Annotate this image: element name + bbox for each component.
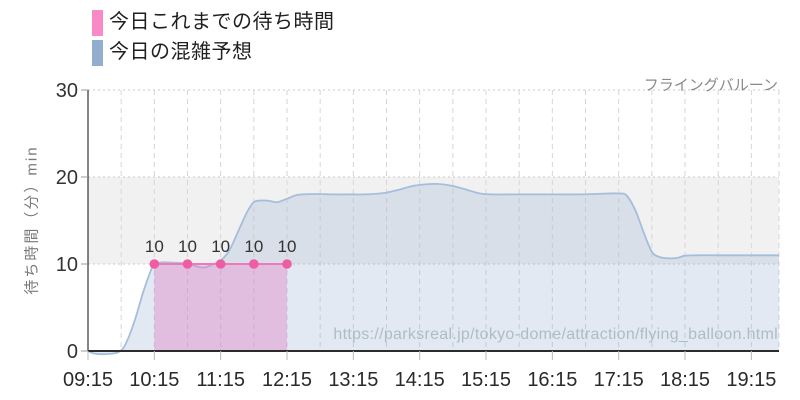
x-tick-label: 18:15 bbox=[660, 369, 710, 391]
point-label: 10 bbox=[145, 237, 164, 256]
actual-wait-marker[interactable] bbox=[149, 259, 160, 269]
chart-legend: 今日これまでの待ち時間 今日の混雑予想 bbox=[92, 9, 335, 69]
point-label: 10 bbox=[244, 237, 263, 256]
x-tick-label: 16:15 bbox=[527, 369, 577, 391]
x-tick-label: 19:15 bbox=[726, 369, 776, 391]
legend-item-actual-wait[interactable]: 今日これまでの待ち時間 bbox=[92, 9, 335, 36]
forecast-line bbox=[87, 182, 779, 356]
y-tick-label: 20 bbox=[56, 167, 78, 189]
point-label: 10 bbox=[178, 237, 197, 256]
actual-wait-area bbox=[154, 264, 288, 351]
y-axis-title: 待ち時間（分）min bbox=[23, 145, 41, 295]
plot-band-10-20 bbox=[88, 177, 779, 264]
point-label: 10 bbox=[211, 237, 230, 256]
x-tick-label: 10:15 bbox=[129, 369, 179, 391]
forecast-area bbox=[88, 183, 779, 355]
y-tick-label: 0 bbox=[67, 341, 78, 363]
x-tick-label: 15:15 bbox=[461, 369, 511, 391]
point-label: 10 bbox=[278, 237, 297, 256]
legend-swatch-pink bbox=[92, 9, 103, 36]
x-tick-label: 13:15 bbox=[328, 369, 378, 391]
legend-label-forecast: 今日の混雑予想 bbox=[109, 41, 253, 63]
actual-wait-marker[interactable] bbox=[282, 259, 292, 269]
actual-wait-marker[interactable] bbox=[182, 259, 193, 269]
x-tick-label: 12:15 bbox=[262, 369, 312, 391]
x-tick-label: 09:15 bbox=[63, 369, 113, 391]
y-tick-label: 10 bbox=[56, 254, 78, 276]
x-tick-label: 14:15 bbox=[395, 369, 445, 391]
attraction-title: フライングバルーン bbox=[643, 77, 778, 94]
watermark-url: https://parksreal.jp/tokyo-dome/attracti… bbox=[333, 326, 778, 343]
x-tick-label: 17:15 bbox=[594, 369, 644, 391]
legend-swatch-blue bbox=[92, 39, 103, 66]
x-tick-label: 11:15 bbox=[196, 369, 245, 391]
actual-wait-marker[interactable] bbox=[215, 259, 226, 269]
actual-wait-marker[interactable] bbox=[249, 259, 259, 269]
legend-item-forecast[interactable]: 今日の混雑予想 bbox=[92, 39, 335, 66]
legend-label-actual-wait: 今日これまでの待ち時間 bbox=[109, 11, 335, 33]
y-tick-label: 30 bbox=[56, 80, 78, 102]
